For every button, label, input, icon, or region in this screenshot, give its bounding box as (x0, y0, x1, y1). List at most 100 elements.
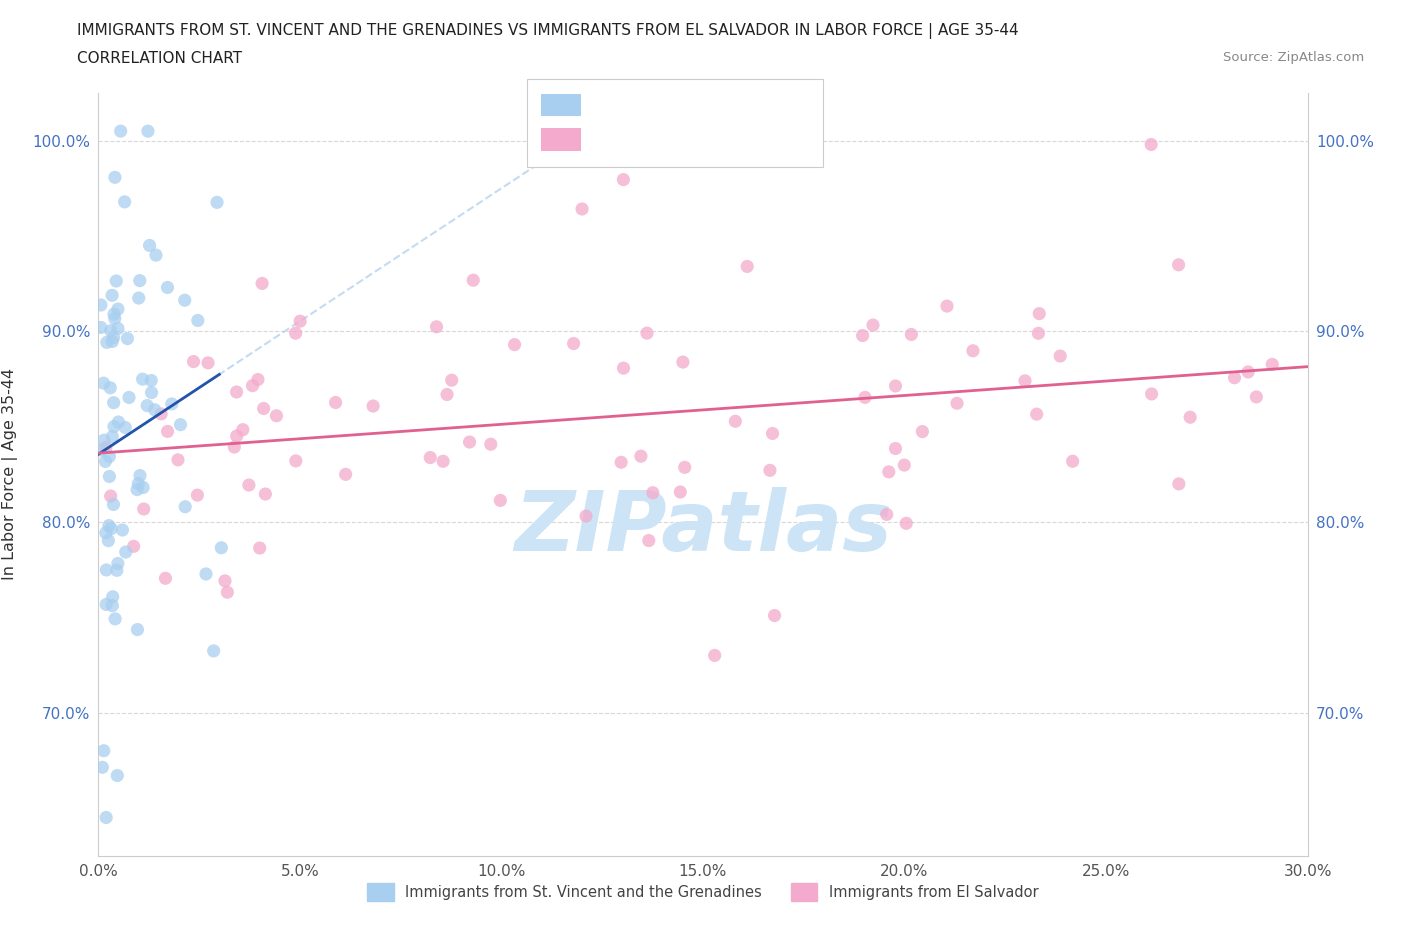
Point (90, 443, 112, 458)
Point (105, 563, 128, 578)
Point (96, 810, 118, 825)
Point (440, 373, 463, 388)
Point (183, 354, 205, 369)
Point (225, 385, 247, 400)
Point (104, 170, 127, 185)
Point (1167, 476, 1189, 491)
Point (93, 432, 115, 447)
Point (156, 280, 179, 295)
Point (114, 420, 136, 435)
Point (187, 313, 209, 328)
Point (136, 124, 159, 139)
Point (103, 497, 125, 512)
Point (612, 172, 634, 187)
Point (98, 449, 121, 464)
Point (174, 499, 197, 514)
Point (138, 238, 160, 253)
Point (96, 563, 118, 578)
Point (637, 533, 659, 548)
Point (103, 307, 125, 322)
Text: Source: ZipAtlas.com: Source: ZipAtlas.com (1223, 51, 1364, 64)
Point (1261, 357, 1284, 372)
Point (98, 380, 121, 395)
Point (361, 399, 384, 414)
Point (160, 396, 183, 411)
Point (936, 299, 959, 313)
Point (145, 247, 167, 262)
Point (852, 328, 875, 343)
Point (91, 760, 114, 775)
Point (703, 648, 725, 663)
Point (669, 485, 692, 499)
Point (118, 390, 141, 405)
Point (129, 468, 152, 483)
Point (250, 276, 273, 291)
Point (141, 385, 163, 400)
Point (254, 486, 277, 501)
Point (101, 598, 124, 613)
Point (117, 331, 139, 346)
Point (98, 469, 121, 484)
Point (1014, 373, 1036, 388)
Point (197, 355, 219, 370)
Point (249, 540, 271, 555)
Point (127, 622, 149, 637)
Point (896, 516, 918, 531)
Point (503, 338, 526, 352)
Point (862, 318, 884, 333)
Point (1028, 306, 1050, 321)
Point (1246, 390, 1268, 405)
Point (195, 566, 218, 581)
Point (186, 487, 208, 502)
Point (141, 373, 163, 388)
Point (100, 488, 122, 503)
Point (253, 401, 276, 416)
Point (284, 454, 307, 469)
Point (884, 441, 907, 456)
Point (214, 574, 236, 589)
Point (101, 590, 124, 604)
Point (877, 464, 900, 479)
Point (107, 556, 129, 571)
Point (884, 379, 907, 393)
Point (103, 395, 125, 410)
Point (101, 288, 124, 303)
Point (97, 533, 120, 548)
Point (104, 312, 127, 326)
Point (562, 336, 585, 351)
Point (900, 327, 922, 342)
Point (114, 194, 136, 209)
Text: R = 0.349   N = 89: R = 0.349 N = 89 (592, 130, 756, 149)
Point (489, 493, 512, 508)
Point (156, 424, 179, 439)
Point (911, 424, 934, 439)
Point (1028, 326, 1050, 340)
Point (155, 571, 177, 586)
Point (103, 330, 125, 345)
Point (96, 335, 118, 350)
Point (90, 298, 112, 312)
Point (150, 406, 173, 421)
Point (575, 509, 598, 524)
Point (114, 545, 136, 560)
Point (1178, 410, 1201, 425)
Point (571, 202, 593, 217)
Y-axis label: In Labor Force | Age 35-44: In Labor Force | Age 35-44 (3, 368, 18, 580)
Point (100, 324, 122, 339)
Point (103, 419, 125, 434)
Point (209, 540, 232, 555)
Point (167, 452, 190, 467)
Point (962, 343, 984, 358)
Point (479, 437, 502, 452)
Text: CORRELATION CHART: CORRELATION CHART (77, 51, 242, 66)
Point (636, 326, 658, 340)
Point (94, 440, 117, 455)
Point (288, 313, 311, 328)
Point (205, 195, 228, 210)
Point (458, 434, 481, 449)
Point (107, 415, 129, 430)
Point (335, 467, 357, 482)
Point (1223, 370, 1246, 385)
Point (104, 611, 127, 626)
Point (173, 293, 195, 308)
